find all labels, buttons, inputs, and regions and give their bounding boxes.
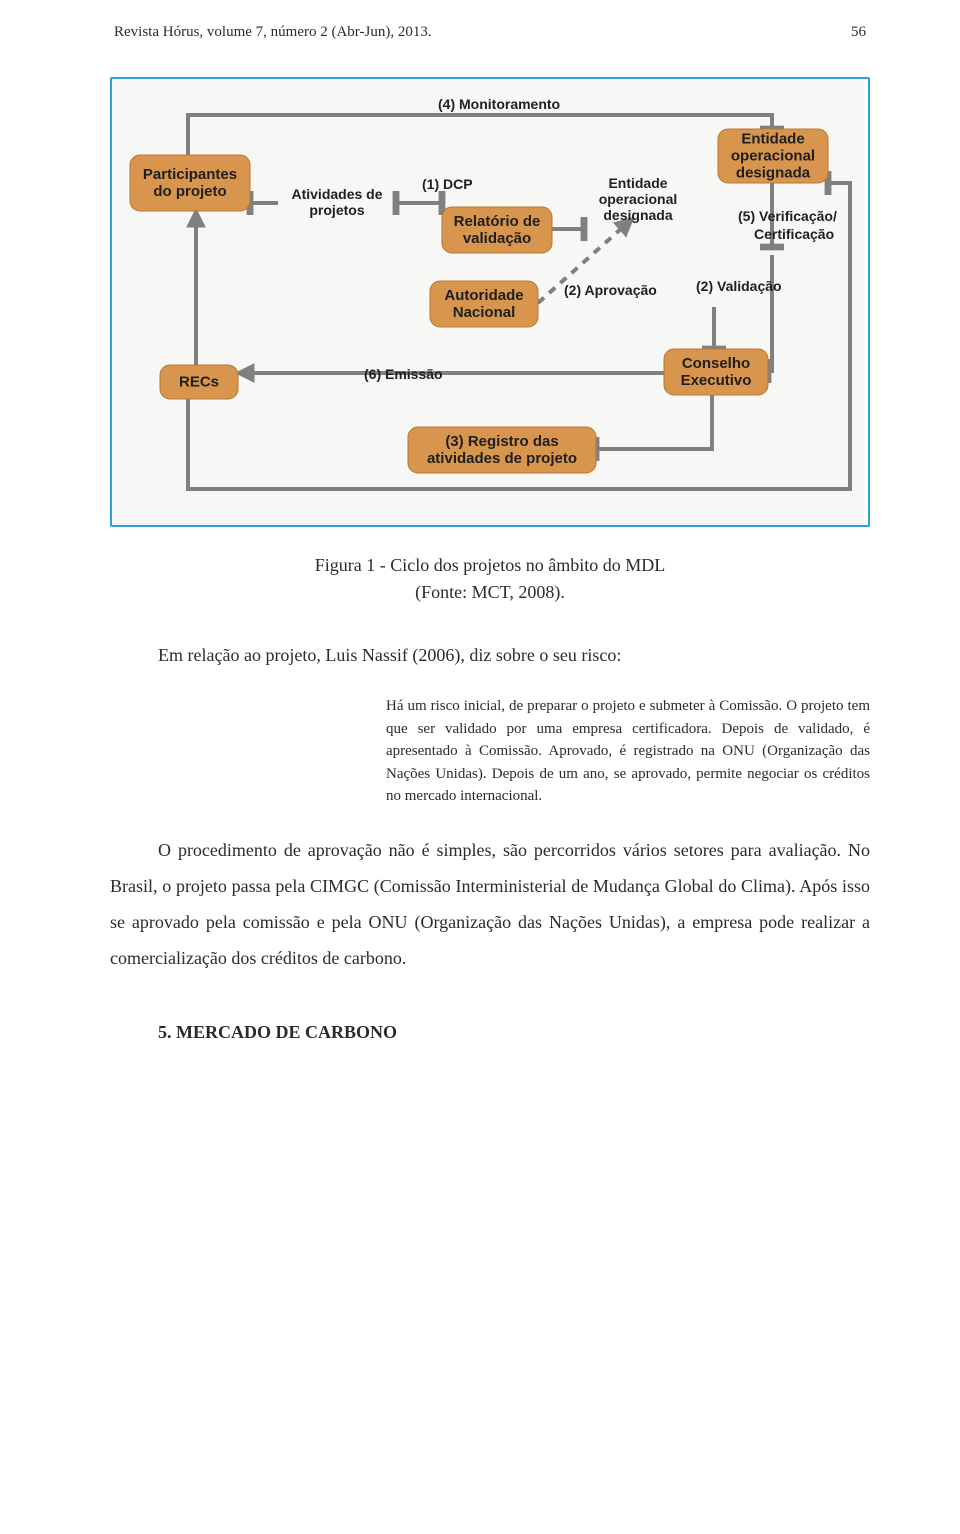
flowchart-svg: Participantesdo projeto Atividades deproj… [112, 79, 864, 525]
lead-paragraph: Em relação ao projeto, Luis Nassif (2006… [110, 637, 870, 673]
section-heading: 5. MERCADO DE CARBONO [110, 1022, 870, 1043]
svg-text:Relatório de: Relatório de [454, 213, 541, 230]
running-head: Revista Hórus, volume 7, número 2 (Abr-J… [110, 24, 870, 41]
page-number: 56 [851, 24, 866, 41]
block-quote: Há um risco inicial, de preparar o proje… [386, 695, 870, 808]
node-eod_inner: Entidadeoperacionaldesignada [599, 175, 678, 223]
svg-text:RECs: RECs [179, 374, 219, 391]
node-registro: (3) Registro dasatividades de projeto [408, 427, 596, 473]
edge-label-dcp: (1) DCP [422, 176, 473, 192]
figure-caption: Figura 1 - Ciclo dos projetos no âmbito … [110, 555, 870, 576]
mdl-cycle-flowchart: Participantesdo projeto Atividades deproj… [110, 77, 870, 527]
node-eod_box: Entidadeoperacionaldesignada [718, 129, 828, 183]
svg-text:atividades de projeto: atividades de projeto [427, 450, 577, 467]
svg-text:Executivo: Executivo [681, 372, 752, 389]
svg-text:designada: designada [736, 165, 811, 182]
edge-label-valid: (2) Validação [696, 278, 782, 294]
svg-text:Entidade: Entidade [741, 131, 804, 148]
node-conselho: ConselhoExecutivo [664, 349, 768, 395]
node-participantes: Participantesdo projeto [130, 155, 250, 211]
page: Revista Hórus, volume 7, número 2 (Abr-J… [0, 0, 960, 1141]
svg-text:Conselho: Conselho [682, 355, 750, 372]
svg-text:projetos: projetos [309, 202, 364, 218]
node-autoridade: AutoridadeNacional [430, 281, 538, 327]
figure-source: (Fonte: MCT, 2008). [110, 582, 870, 603]
body-paragraph: O procedimento de aprovação não é simple… [110, 832, 870, 976]
svg-text:(3) Registro das: (3) Registro das [445, 433, 558, 450]
edge-label-emissao: (6) Emissão [364, 366, 443, 382]
svg-text:designada: designada [603, 207, 672, 223]
node-relatorio: Relatório devalidação [442, 207, 552, 253]
svg-text:Entidade: Entidade [608, 175, 667, 191]
node-recs: RECs [160, 365, 238, 399]
svg-text:Nacional: Nacional [453, 304, 516, 321]
svg-text:do projeto: do projeto [153, 183, 226, 200]
edge-label-verif2: Certificação [754, 226, 834, 242]
svg-text:validação: validação [463, 230, 531, 247]
svg-text:operacional: operacional [599, 191, 678, 207]
svg-text:operacional: operacional [731, 148, 815, 165]
edge-label-monit: (4) Monitoramento [438, 96, 560, 112]
edge-label-verif1: (5) Verificação/ [738, 208, 837, 224]
svg-text:Participantes: Participantes [143, 166, 237, 183]
svg-text:Atividades de: Atividades de [291, 186, 382, 202]
diagram-container: Participantesdo projeto Atividades deproj… [110, 77, 870, 527]
svg-text:Autoridade: Autoridade [444, 287, 523, 304]
journal-title: Revista Hórus, volume 7, número 2 (Abr-J… [114, 24, 432, 41]
edge-label-aprov: (2) Aprovação [564, 282, 657, 298]
